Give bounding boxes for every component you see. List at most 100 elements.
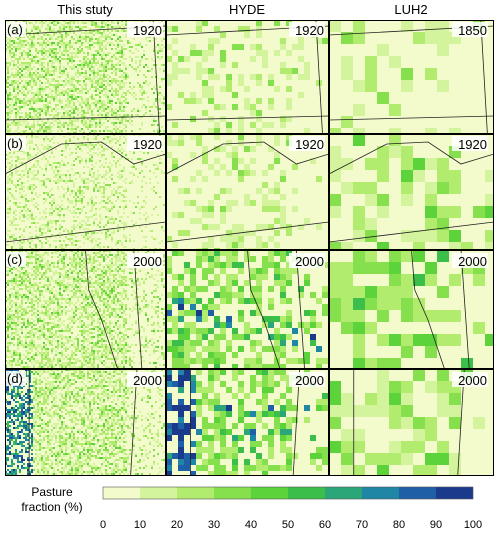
pasture-cell (91, 302, 93, 304)
pasture-cell (103, 154, 105, 156)
pasture-cell (155, 168, 157, 170)
pasture-cell (117, 110, 119, 112)
pasture-cell (7, 154, 9, 156)
pasture-cell (93, 66, 95, 68)
pasture-cell (123, 106, 125, 108)
pasture-cell (19, 120, 21, 122)
pasture-cell (89, 44, 91, 46)
pasture-cell (83, 206, 85, 208)
pasture-cell (55, 84, 57, 86)
pasture-cell (226, 86, 232, 92)
pasture-cell (59, 94, 61, 96)
pasture-cell (145, 82, 147, 84)
pasture-cell (159, 130, 161, 132)
pasture-cell (103, 66, 105, 68)
state-boundary-line (152, 20, 160, 134)
pasture-cell (77, 68, 79, 70)
pasture-cell (125, 240, 127, 242)
pasture-cell (29, 62, 31, 64)
pasture-cell (117, 188, 119, 190)
pasture-cell (115, 72, 117, 74)
pasture-cell (51, 94, 53, 96)
pasture-cell (67, 24, 69, 26)
pasture-cell (67, 180, 69, 182)
pasture-cell (111, 104, 113, 106)
pasture-cell (109, 286, 111, 288)
pasture-cell (131, 272, 133, 274)
pasture-cell (67, 188, 69, 190)
pasture-cell (9, 64, 11, 66)
pasture-cell (29, 302, 31, 304)
pasture-cell (15, 290, 17, 292)
pasture-cell (41, 36, 43, 38)
pasture-cell (11, 278, 13, 280)
pasture-cell (113, 56, 115, 58)
pasture-cell (69, 304, 71, 306)
pasture-cell (49, 156, 51, 158)
pasture-cell (45, 288, 47, 290)
pasture-cell (155, 306, 157, 308)
pasture-cell (143, 206, 145, 208)
pasture-cell (107, 208, 109, 210)
pasture-cell (69, 240, 71, 242)
pasture-cell (79, 74, 81, 76)
pasture-cell (93, 102, 95, 104)
pasture-cell (125, 284, 127, 286)
pasture-cell (87, 254, 89, 256)
pasture-cell (109, 252, 111, 254)
pasture-cell (21, 106, 23, 108)
pasture-cell (111, 122, 113, 124)
pasture-cell (208, 68, 214, 74)
pasture-cell (131, 58, 133, 60)
pasture-cell (250, 146, 256, 152)
pasture-cell (37, 28, 39, 30)
pasture-cell (377, 146, 389, 158)
pasture-cell (37, 290, 39, 292)
pasture-cell (63, 136, 65, 138)
pasture-cell (89, 70, 91, 72)
pasture-cell (19, 206, 21, 208)
pasture-cell (25, 112, 27, 114)
pasture-cell (49, 196, 51, 198)
pasture-cell (69, 60, 71, 62)
pasture-cell (401, 146, 413, 158)
pasture-cell (139, 62, 141, 64)
pasture-cell (41, 158, 43, 160)
pasture-cell (25, 296, 27, 298)
pasture-cell (13, 62, 15, 64)
pasture-cell (27, 82, 29, 84)
pasture-cell (79, 36, 81, 38)
pasture-cell (105, 48, 107, 50)
pasture-cell (117, 68, 119, 70)
pasture-cell (35, 130, 37, 132)
pasture-cell (232, 152, 238, 158)
pasture-cell (91, 264, 93, 266)
pasture-cell (99, 222, 101, 224)
pasture-cell (43, 306, 45, 308)
pasture-cell (41, 62, 43, 64)
pasture-cell (39, 22, 41, 24)
pasture-cell (29, 72, 31, 74)
pasture-cell (85, 62, 87, 64)
pasture-cell (413, 32, 425, 44)
pasture-cell (93, 68, 95, 70)
pasture-cell (21, 186, 23, 188)
pasture-cell (63, 214, 65, 216)
pasture-cell (220, 50, 226, 56)
pasture-cell (107, 60, 109, 62)
pasture-cell (51, 56, 53, 58)
pasture-cell (163, 102, 165, 104)
pasture-cell (45, 270, 47, 272)
pasture-cell (67, 282, 69, 284)
state-boundary-line (5, 115, 166, 121)
pasture-cell (57, 80, 59, 82)
pasture-cell (71, 88, 73, 90)
pasture-cell (304, 218, 310, 224)
pasture-cell (31, 58, 33, 60)
pasture-cell (83, 118, 85, 120)
pasture-cell (99, 102, 101, 104)
pasture-cell (47, 44, 49, 46)
pasture-cell (117, 228, 119, 230)
pasture-cell (49, 190, 51, 192)
pasture-cell (59, 102, 61, 104)
